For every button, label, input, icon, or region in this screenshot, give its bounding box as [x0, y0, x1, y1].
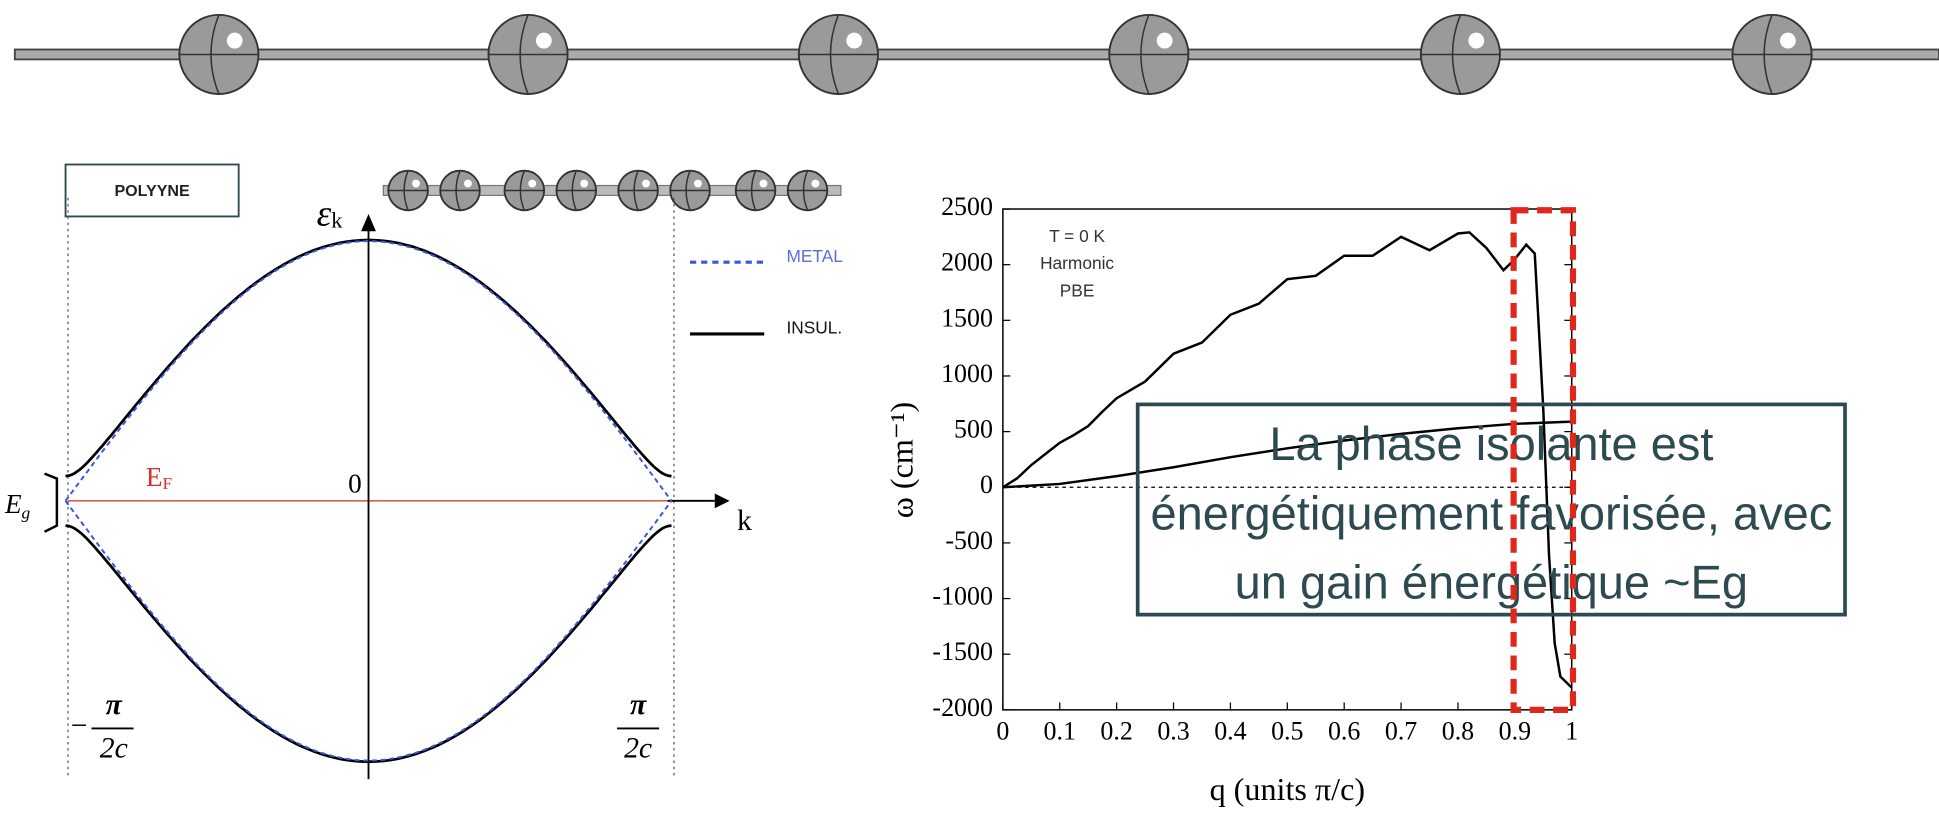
gap-bracket: [45, 474, 57, 532]
k-label: k: [737, 505, 752, 537]
atom-shine: [227, 33, 243, 49]
atom-shine: [846, 33, 862, 49]
y-tick-label: 0: [980, 470, 993, 499]
x-tick-label: 0.4: [1214, 716, 1246, 745]
annotation: Harmonic: [1040, 253, 1114, 273]
callout-text: un gain énergétique ~Eg: [1235, 556, 1748, 609]
legend-label: METAL: [786, 246, 843, 266]
x-tick-label: 0.5: [1271, 716, 1303, 745]
annotation: PBE: [1060, 280, 1095, 300]
x-tick-label: 0.3: [1157, 716, 1189, 745]
x-tick-label: 0.9: [1499, 716, 1531, 745]
y-tick-label: 2000: [941, 248, 993, 277]
x-tick-label: 0.6: [1328, 716, 1360, 745]
pi: π: [106, 689, 123, 721]
x-tick-label: 0: [996, 716, 1009, 745]
atom-shine: [760, 180, 768, 188]
label-sub: F: [163, 474, 173, 493]
atom-shine: [464, 180, 472, 188]
annotation: T = 0 K: [1049, 226, 1105, 246]
y-tick-label: 1000: [941, 359, 993, 388]
atom-shine: [528, 180, 536, 188]
small-chain: [383, 171, 841, 211]
x-tick-label: 0.2: [1100, 716, 1132, 745]
label: E: [4, 489, 22, 519]
atom-shine: [536, 33, 552, 49]
band-diagram: POLYYNE εk k 0 EF Eg − π 2c π 2c METAL I…: [4, 165, 843, 780]
y-tick-label: 2500: [941, 192, 993, 221]
y-tick-label: -1500: [932, 637, 993, 666]
y-tick-label: -500: [945, 526, 993, 555]
origin-label: 0: [348, 468, 362, 498]
band-title: POLYYNE: [114, 182, 190, 200]
atom-shine: [811, 180, 819, 188]
label-sub: k: [331, 208, 343, 233]
gap-label: Eg: [4, 489, 31, 522]
atom-shine: [642, 180, 650, 188]
slide: POLYYNE εk k 0 EF Eg − π 2c π 2c METAL I…: [0, 0, 1939, 815]
x-tick-label: 1: [1565, 716, 1578, 745]
arrow: [715, 493, 730, 508]
y-tick-label: -2000: [932, 693, 993, 722]
atom-shine: [580, 180, 588, 188]
atom-shine: [1468, 33, 1484, 49]
label: ε: [317, 193, 332, 234]
denominator: 2c: [624, 732, 652, 764]
fermi-label: EF: [146, 462, 172, 493]
x-tick-label: 0.1: [1044, 716, 1076, 745]
page: {"band_diagram": {"title": "POLYYNE", "y…: [0, 0, 1939, 815]
callout-text: La phase isolante est: [1269, 417, 1713, 470]
y-tick-label: 500: [954, 415, 993, 444]
minus: −: [71, 710, 88, 742]
chain-rod: [15, 50, 1939, 60]
denominator: 2c: [100, 732, 128, 764]
y-tick-label: -1000: [932, 582, 993, 611]
callout-text: énergétiquement favorisée, avec: [1151, 486, 1833, 539]
x-tick-label: 0.8: [1442, 716, 1474, 745]
legend-label: INSUL.: [786, 318, 842, 338]
y-tick-label: 1500: [941, 303, 993, 332]
label-sub: g: [22, 503, 31, 522]
atom-shine: [1780, 33, 1796, 49]
arrow: [361, 214, 376, 231]
atom-chain: [15, 15, 1939, 94]
atom-shine: [1157, 33, 1173, 49]
atom-shine: [412, 180, 420, 188]
energy-label: εk: [317, 193, 344, 234]
label: E: [146, 462, 163, 492]
x-tick-label: 0.7: [1385, 716, 1417, 745]
x-axis-label: q (units π/c): [1210, 771, 1365, 807]
pi: π: [630, 689, 647, 721]
y-axis-label: ω (cm⁻¹): [884, 402, 920, 518]
atom-shine: [694, 180, 702, 188]
